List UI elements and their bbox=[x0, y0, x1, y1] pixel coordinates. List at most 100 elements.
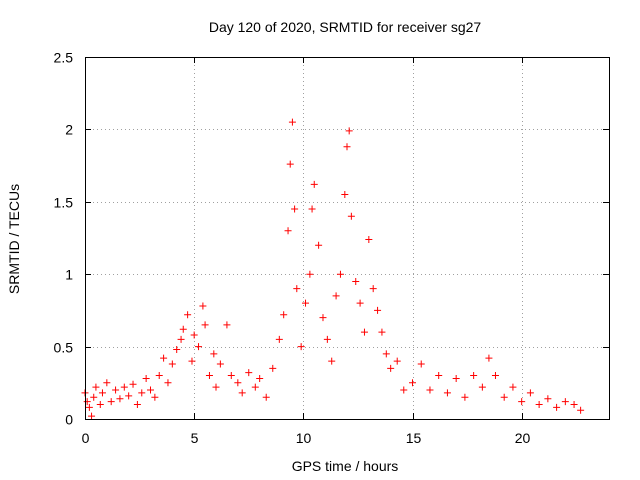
data-point bbox=[262, 393, 270, 401]
data-point bbox=[319, 314, 327, 322]
data-point bbox=[352, 277, 360, 285]
data-point bbox=[387, 364, 395, 372]
data-point bbox=[452, 374, 460, 382]
data-point bbox=[288, 118, 296, 126]
data-point bbox=[116, 395, 124, 403]
x-tick-label: 10 bbox=[296, 430, 312, 446]
data-point bbox=[343, 143, 351, 151]
data-point bbox=[120, 383, 128, 391]
data-point bbox=[382, 350, 390, 358]
data-point bbox=[426, 386, 434, 394]
y-tick-label: 0.5 bbox=[54, 340, 74, 356]
data-point bbox=[297, 343, 305, 351]
data-point bbox=[443, 389, 451, 397]
data-point bbox=[160, 354, 168, 362]
y-tick-label: 1 bbox=[65, 267, 73, 283]
data-point bbox=[107, 398, 115, 406]
data-point bbox=[245, 369, 253, 377]
data-point bbox=[577, 406, 585, 414]
data-point bbox=[369, 285, 377, 293]
data-point bbox=[400, 386, 408, 394]
y-tick-label: 2 bbox=[65, 122, 73, 138]
data-point bbox=[125, 392, 133, 400]
data-point bbox=[284, 227, 292, 235]
data-point bbox=[205, 372, 213, 380]
data-point bbox=[184, 311, 192, 319]
data-point bbox=[286, 160, 294, 168]
data-point bbox=[168, 360, 176, 368]
data-point bbox=[328, 357, 336, 365]
chart-title: Day 120 of 2020, SRMTID for receiver sg2… bbox=[209, 19, 482, 35]
data-point bbox=[227, 372, 235, 380]
data-point bbox=[83, 398, 91, 406]
data-point bbox=[302, 299, 310, 307]
data-point bbox=[470, 372, 478, 380]
data-point bbox=[293, 285, 301, 293]
data-point bbox=[256, 374, 264, 382]
data-point bbox=[173, 345, 181, 353]
data-point bbox=[509, 383, 517, 391]
y-tick-label: 2.5 bbox=[54, 50, 74, 66]
axes: 0 5 10 15 20 0 0.5 1 1.5 2 2.5 bbox=[54, 50, 609, 446]
data-point bbox=[478, 383, 486, 391]
data-point bbox=[103, 379, 111, 387]
data-point bbox=[199, 302, 207, 310]
grid-lines bbox=[85, 57, 609, 419]
data-point bbox=[151, 393, 159, 401]
data-point bbox=[188, 357, 196, 365]
data-point bbox=[201, 321, 209, 329]
data-point bbox=[485, 354, 493, 362]
data-point bbox=[291, 205, 299, 213]
data-point bbox=[435, 372, 443, 380]
data-point bbox=[133, 401, 141, 409]
data-point bbox=[190, 331, 198, 339]
y-axis-label: SRMTID / TECUs bbox=[6, 184, 22, 294]
data-point bbox=[360, 328, 368, 336]
y-tick-label: 0 bbox=[65, 412, 73, 428]
data-point bbox=[409, 379, 416, 387]
data-point bbox=[336, 270, 344, 278]
data-point bbox=[234, 379, 242, 387]
data-point bbox=[323, 335, 331, 343]
data-point bbox=[544, 395, 552, 403]
x-tick-label: 15 bbox=[406, 430, 422, 446]
x-tick-label: 20 bbox=[515, 430, 531, 446]
x-tick-label: 5 bbox=[191, 430, 199, 446]
data-point bbox=[500, 393, 508, 401]
data-point bbox=[179, 325, 187, 333]
data-point bbox=[92, 383, 100, 391]
data-point bbox=[210, 350, 218, 358]
plot-frame bbox=[85, 57, 610, 420]
data-point bbox=[526, 389, 534, 397]
data-point bbox=[553, 403, 561, 411]
data-point bbox=[223, 321, 231, 329]
data-point bbox=[491, 372, 499, 380]
data-point bbox=[147, 386, 154, 394]
data-point bbox=[347, 212, 355, 220]
data-point bbox=[129, 380, 137, 388]
data-point bbox=[280, 311, 288, 319]
data-point bbox=[98, 389, 106, 397]
data-point bbox=[518, 398, 526, 406]
data-point bbox=[212, 383, 220, 391]
data-point bbox=[461, 393, 469, 401]
data-point bbox=[238, 389, 246, 397]
data-point bbox=[269, 364, 277, 372]
data-point bbox=[341, 191, 349, 199]
data-points bbox=[81, 118, 585, 420]
data-point bbox=[251, 383, 259, 391]
data-point bbox=[374, 306, 382, 314]
data-point bbox=[164, 379, 172, 387]
data-point bbox=[112, 386, 120, 394]
data-point bbox=[142, 374, 150, 382]
data-point bbox=[138, 389, 146, 397]
data-point bbox=[417, 360, 425, 368]
data-point bbox=[88, 412, 96, 420]
data-point bbox=[275, 335, 283, 343]
data-point bbox=[90, 393, 98, 401]
x-axis-label: GPS time / hours bbox=[292, 458, 399, 474]
y-tick-label: 1.5 bbox=[54, 195, 74, 211]
data-point bbox=[378, 328, 386, 336]
data-point bbox=[96, 401, 104, 409]
